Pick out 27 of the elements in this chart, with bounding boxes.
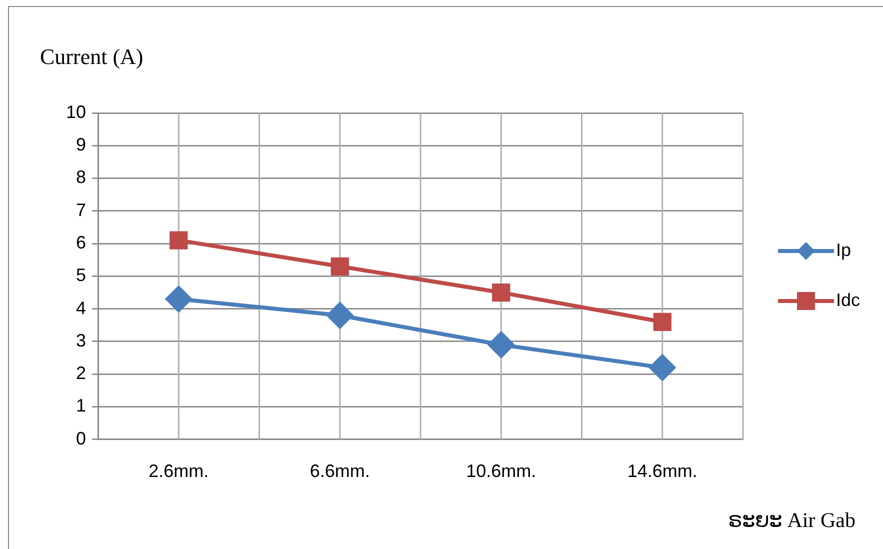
point — [649, 354, 676, 381]
y-tick-label: 5 — [76, 265, 86, 286]
x-tick-label: 10.6mm. — [466, 461, 536, 482]
y-tick-label: 1 — [76, 396, 86, 416]
legend-label: Ip — [836, 240, 852, 261]
x-tick-label: 14.6mm. — [627, 461, 698, 482]
point — [166, 286, 192, 312]
point — [330, 257, 349, 276]
y-tick-label: 10 — [66, 102, 86, 122]
point — [653, 312, 672, 331]
y-tick-label: 7 — [76, 200, 86, 220]
x-tick-label: 6.6mm. — [310, 461, 370, 482]
y-tick-label: 3 — [76, 330, 86, 350]
y-tick-label: 6 — [76, 232, 86, 253]
point — [326, 302, 353, 328]
y-tick-label: 9 — [76, 134, 86, 155]
legend-label: Idc — [836, 290, 860, 311]
y-tick-label: 2 — [76, 363, 86, 384]
y-axis-title: Current (A) — [40, 44, 144, 70]
y-tick-label: 8 — [76, 167, 86, 188]
point — [488, 332, 514, 358]
y-tick-label: 0 — [76, 428, 86, 448]
point — [492, 283, 510, 302]
x-tick-label: 2.6mm. — [148, 461, 209, 482]
y-tick-label: 4 — [76, 298, 86, 318]
point — [170, 231, 188, 250]
x-axis-title: ຣະຍະ Air Gab — [728, 508, 856, 533]
